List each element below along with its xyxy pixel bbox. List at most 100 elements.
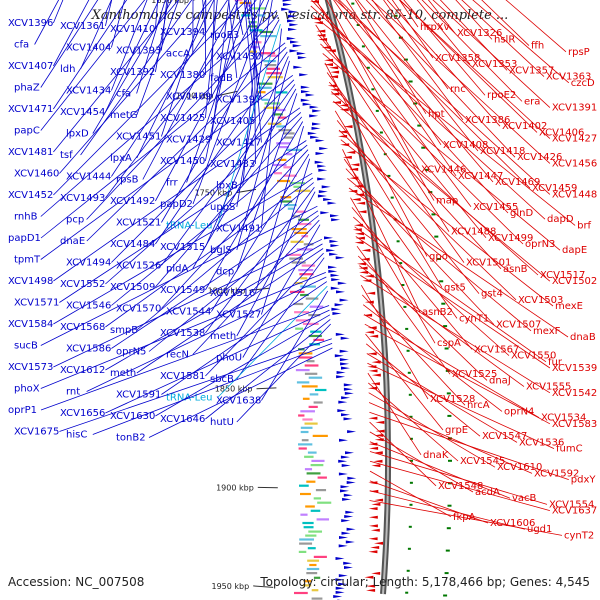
gene-label-forward: pldA [166, 264, 188, 275]
gene-label-reverse: mexE [555, 301, 583, 312]
gene-label-reverse: cynT1 [459, 313, 489, 324]
gene-label-forward: XCV1546 [66, 301, 111, 312]
reverse-gene-arrow [373, 459, 383, 463]
label-connector [360, 284, 429, 400]
scale-tick-label: 1850 kbp [215, 385, 253, 394]
gene-label-forward: papD2 [160, 199, 193, 210]
gene-block [260, 52, 276, 55]
reverse-gene-arrow [330, 92, 340, 96]
reverse-gene-arrow [357, 262, 366, 266]
gene-label-forward: XCV1451 [116, 132, 161, 143]
label-connector [161, 0, 168, 51]
label-connector [86, 47, 287, 242]
gene-label-forward: papD1 [8, 233, 41, 244]
green-marker [447, 437, 452, 440]
gene-label-reverse: XCV1550 [511, 351, 556, 362]
gene-block [308, 405, 318, 408]
green-marker [417, 124, 422, 127]
label-connector [363, 314, 540, 418]
label-connector [261, 290, 329, 401]
forward-gene-arrow [330, 286, 340, 290]
gene-label-reverse: dapE [562, 245, 587, 256]
label-connector [86, 14, 279, 220]
gene-block [304, 468, 313, 471]
green-marker [436, 258, 441, 260]
green-marker [408, 80, 413, 83]
gene-block [302, 521, 314, 525]
forward-gene-arrow [331, 307, 341, 311]
gene-label-forward: XCV1393 [116, 46, 161, 57]
gene-block [308, 334, 322, 338]
label-connector [333, 0, 457, 177]
gene-block [286, 148, 302, 151]
label-connector [461, 0, 545, 77]
forward-gene-arrow [341, 396, 351, 400]
gene-block [304, 455, 314, 458]
gene-label-forward: XCV1492 [110, 196, 155, 207]
gene-block [272, 113, 283, 116]
gene-label-forward: XCV1450 [160, 156, 205, 167]
label-connector [362, 304, 503, 412]
left-gene-labels: XCV1396XCV1361XCV1410XCV1394rpoE3cfaXCV1… [8, 0, 333, 444]
gene-label-forward: XCV1552 [60, 279, 105, 290]
gene-label-forward: bglS [210, 245, 232, 256]
reverse-gene-arrow [368, 537, 378, 541]
label-connector [53, 172, 313, 325]
gene-label-forward: XCV1630 [110, 411, 155, 422]
gene-label-forward: XCV1646 [160, 414, 205, 425]
gene-block [309, 393, 319, 396]
gene-block [300, 492, 311, 496]
gene-label-reverse: XCV1469 [495, 177, 540, 188]
gene-block [316, 518, 330, 521]
gene-label-forward: XCV1452 [8, 190, 53, 201]
gene-block [308, 376, 323, 379]
gene-label-reverse: XCV1606 [490, 518, 535, 529]
reverse-gene-arrow [370, 546, 380, 549]
label-connector [204, 0, 207, 76]
gene-label-forward: XCV1429 [166, 135, 211, 146]
reverse-gene-arrow [316, 29, 326, 33]
gene-block [313, 497, 322, 500]
green-marker [424, 168, 429, 171]
gene-label-forward: XCV1527 [216, 310, 261, 321]
gene-label-forward: XCV1521 [116, 218, 161, 229]
gene-block [313, 576, 321, 579]
forward-gene-arrow [281, 7, 291, 11]
reverse-gene-arrow [316, 33, 326, 37]
reverse-gene-arrow [332, 101, 341, 104]
forward-gene-arrow [340, 362, 350, 366]
gene-label-forward: XCV1581 [160, 371, 205, 382]
gene-label-reverse: XCV1555 [526, 382, 571, 393]
gene-label-forward: XCV1454 [60, 107, 105, 118]
label-connector [369, 490, 526, 530]
reverse-gene-arrow [324, 63, 333, 67]
gene-label-reverse: hrcA [467, 400, 490, 411]
forward-gene-arrow [282, 0, 292, 2]
gene-block [300, 426, 313, 429]
forward-gene-arrow [311, 126, 321, 130]
gene-label-reverse: XCV1637 [552, 506, 597, 517]
gene-label-reverse: XCV1353 [472, 59, 517, 70]
label-connector [53, 0, 128, 110]
green-marker [444, 572, 449, 575]
green-marker [393, 14, 398, 17]
gene-label-reverse: XCV1357 [509, 65, 554, 76]
label-connector [40, 74, 294, 260]
label-connector [59, 0, 212, 174]
label-connector [250, 0, 262, 143]
gene-block [308, 314, 321, 317]
reverse-gene-arrow [369, 334, 379, 338]
gene-label-reverse: grpE [445, 425, 468, 436]
green-marker [409, 415, 413, 418]
gene-block [295, 319, 311, 322]
label-connector [228, 0, 238, 79]
gene-label-reverse: XCV1592 [534, 468, 579, 479]
gene-label-reverse: ugd1 [527, 524, 552, 535]
label-connector [357, 0, 479, 152]
label-connector [136, 182, 314, 331]
reverse-gene-arrow [366, 588, 376, 592]
gene-block [311, 589, 319, 592]
gene-block [283, 166, 292, 169]
label-connector [155, 0, 169, 73]
gene-label-forward: XCV1549 [160, 285, 205, 296]
